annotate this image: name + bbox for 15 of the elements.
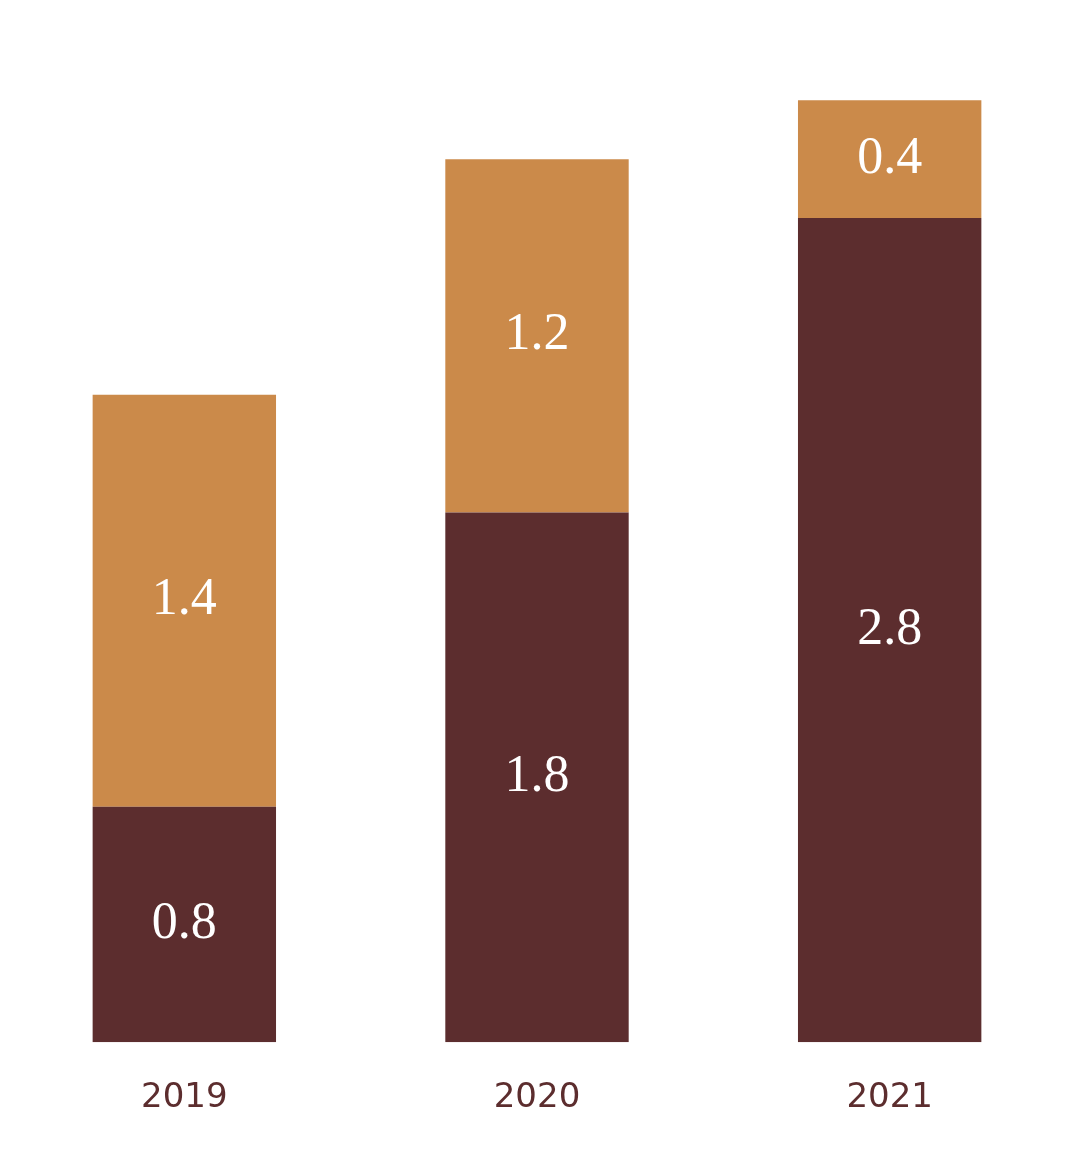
bar bbox=[445, 159, 629, 513]
data-label: 2.8 bbox=[857, 597, 923, 655]
bar bbox=[797, 218, 982, 1043]
x-tick-label: 2019 bbox=[141, 1075, 228, 1116]
x-tick-label: 2021 bbox=[846, 1075, 933, 1116]
data-label: 1.4 bbox=[151, 568, 217, 626]
bar bbox=[445, 512, 629, 1043]
data-label: 1.8 bbox=[504, 744, 570, 802]
bar bbox=[797, 100, 982, 219]
bar bbox=[92, 394, 277, 807]
data-label: 1.2 bbox=[504, 303, 570, 361]
data-label: 0.4 bbox=[857, 126, 923, 184]
bar bbox=[92, 806, 277, 1043]
x-tick-label: 2020 bbox=[493, 1075, 581, 1116]
data-label: 0.8 bbox=[151, 892, 217, 950]
